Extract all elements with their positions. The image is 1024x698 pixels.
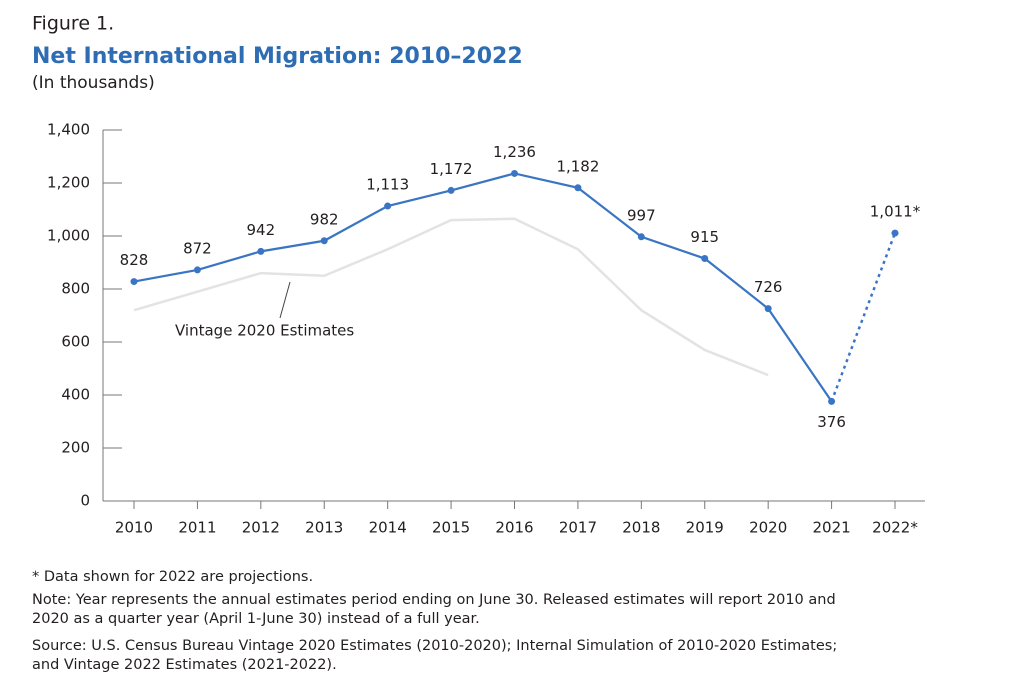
y-tick-label: 400 — [61, 386, 90, 404]
note: Source: U.S. Census Bureau Vintage 2020 … — [32, 638, 837, 654]
y-tick-label: 200 — [61, 439, 90, 457]
data-point — [257, 247, 265, 255]
x-tick-label: 2014 — [369, 519, 407, 537]
data-point — [701, 255, 709, 263]
data-point — [574, 184, 582, 192]
data-label: 726 — [754, 278, 783, 296]
x-tick-label: 2010 — [115, 519, 153, 537]
x-tick-label: 2018 — [622, 519, 660, 537]
data-label: 942 — [247, 221, 276, 239]
data-label: 1,236 — [493, 143, 536, 161]
x-tick-label: 2022* — [872, 519, 918, 537]
data-point — [637, 233, 645, 241]
projection-line — [830, 232, 897, 402]
x-tick-label: 2016 — [495, 519, 533, 537]
data-label: 997 — [627, 206, 656, 224]
note: Note: Year represents the annual estimat… — [32, 592, 836, 608]
note: 2020 as a quarter year (April 1-June 30)… — [32, 611, 480, 627]
y-tick-label: 1,000 — [47, 227, 90, 245]
data-label: 376 — [817, 413, 846, 431]
x-tick-label: 2021 — [812, 519, 850, 537]
x-tick-label: 2017 — [559, 519, 597, 537]
data-point — [320, 237, 328, 245]
chart-subtitle: (In thousands) — [32, 73, 155, 93]
figure-label: Figure 1. — [32, 13, 114, 35]
data-point — [764, 305, 772, 313]
data-label: 1,172 — [430, 160, 473, 178]
data-label: 1,113 — [366, 176, 409, 194]
data-label: 1,182 — [556, 157, 599, 175]
series-line — [133, 217, 769, 377]
x-tick-label: 2012 — [242, 519, 280, 537]
chart-title: Net International Migration: 2010–2022 — [32, 44, 523, 69]
x-tick-label: 2011 — [178, 519, 216, 537]
x-tick-label: 2013 — [305, 519, 343, 537]
data-label: 872 — [183, 239, 212, 257]
data-point — [193, 266, 201, 274]
series-line — [133, 172, 833, 402]
x-tick-label: 2015 — [432, 519, 470, 537]
data-label: 915 — [690, 228, 719, 246]
x-tick-label: 2020 — [749, 519, 787, 537]
y-tick-label: 1,400 — [47, 121, 90, 139]
data-point — [130, 278, 138, 286]
leader-line — [279, 281, 291, 319]
data-label: 828 — [120, 251, 149, 269]
series-label: Vintage 2020 Estimates — [175, 322, 354, 340]
data-label: 1,011* — [870, 203, 921, 221]
data-point — [828, 397, 836, 405]
note: and Vintage 2022 Estimates (2021-2022). — [32, 657, 337, 673]
y-tick-label: 1,200 — [47, 174, 90, 192]
y-tick-label: 600 — [61, 333, 90, 351]
x-tick-label: 2019 — [686, 519, 724, 537]
data-point — [511, 169, 518, 177]
note: * Data shown for 2022 are projections. — [32, 569, 313, 585]
data-point — [447, 186, 455, 194]
data-point — [384, 202, 392, 210]
y-tick-label: 0 — [80, 492, 90, 510]
y-tick-label: 800 — [61, 280, 90, 298]
data-label: 982 — [310, 210, 339, 228]
data-point — [891, 229, 899, 237]
